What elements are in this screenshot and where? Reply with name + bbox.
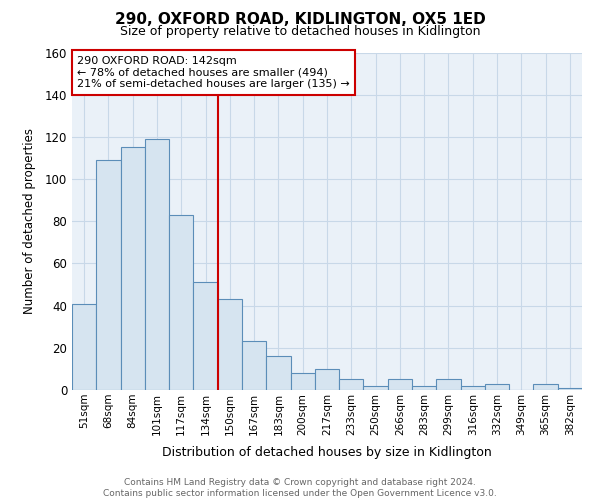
Bar bbox=[339, 380, 364, 390]
Y-axis label: Number of detached properties: Number of detached properties bbox=[23, 128, 37, 314]
Bar bbox=[72, 304, 96, 390]
Bar bbox=[242, 342, 266, 390]
Bar bbox=[485, 384, 509, 390]
Bar bbox=[558, 388, 582, 390]
Bar bbox=[388, 380, 412, 390]
X-axis label: Distribution of detached houses by size in Kidlington: Distribution of detached houses by size … bbox=[162, 446, 492, 459]
Bar bbox=[412, 386, 436, 390]
Bar bbox=[169, 215, 193, 390]
Text: 290 OXFORD ROAD: 142sqm
← 78% of detached houses are smaller (494)
21% of semi-d: 290 OXFORD ROAD: 142sqm ← 78% of detache… bbox=[77, 56, 350, 89]
Bar bbox=[364, 386, 388, 390]
Bar bbox=[266, 356, 290, 390]
Bar bbox=[533, 384, 558, 390]
Bar bbox=[193, 282, 218, 390]
Bar bbox=[315, 369, 339, 390]
Bar bbox=[96, 160, 121, 390]
Bar bbox=[218, 300, 242, 390]
Text: 290, OXFORD ROAD, KIDLINGTON, OX5 1ED: 290, OXFORD ROAD, KIDLINGTON, OX5 1ED bbox=[115, 12, 485, 28]
Text: Contains HM Land Registry data © Crown copyright and database right 2024.
Contai: Contains HM Land Registry data © Crown c… bbox=[103, 478, 497, 498]
Bar bbox=[121, 148, 145, 390]
Bar bbox=[461, 386, 485, 390]
Text: Size of property relative to detached houses in Kidlington: Size of property relative to detached ho… bbox=[120, 25, 480, 38]
Bar bbox=[290, 373, 315, 390]
Bar bbox=[436, 380, 461, 390]
Bar bbox=[145, 139, 169, 390]
